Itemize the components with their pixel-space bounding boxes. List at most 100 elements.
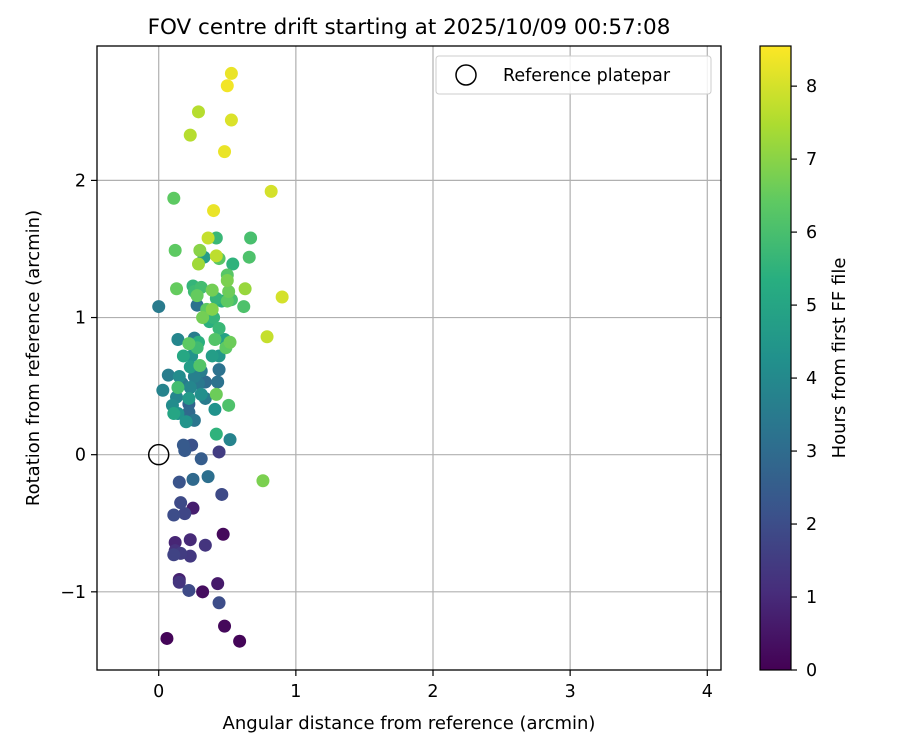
data-point [209, 387, 223, 401]
data-point [170, 282, 184, 296]
legend-box [435, 55, 712, 95]
data-point [223, 433, 237, 447]
y-tick-label: 1 [75, 309, 86, 329]
data-point [160, 631, 174, 645]
y-axis-ticks: −1 0 1 2 [60, 171, 97, 603]
data-point [233, 634, 247, 648]
data-point [212, 445, 226, 459]
data-point [183, 360, 197, 374]
colorbar-ticks: 0 1 2 3 4 5 6 7 8 [791, 77, 817, 681]
data-point [220, 274, 234, 288]
data-point [264, 184, 278, 198]
data-point [191, 105, 205, 119]
data-point [211, 577, 225, 591]
colorbar-tick-label: 1 [806, 588, 817, 608]
y-axis-label: Rotation from reference (arcmin) [23, 210, 44, 506]
data-point [260, 330, 274, 344]
data-point [172, 370, 186, 384]
data-point [218, 619, 232, 633]
data-point [212, 596, 226, 610]
data-point [182, 391, 196, 405]
colorbar-tick-label: 3 [806, 442, 817, 462]
data-point [220, 79, 234, 93]
data-point [196, 311, 210, 325]
data-point [205, 349, 219, 363]
data-point [215, 487, 229, 501]
x-tick-label: 4 [702, 682, 713, 702]
legend-marker-reference [455, 64, 477, 86]
x-tick-label: 2 [427, 682, 438, 702]
data-point [205, 283, 219, 297]
data-point [183, 533, 197, 547]
data-point [183, 128, 197, 142]
data-point [191, 257, 205, 271]
data-point [172, 475, 186, 489]
data-point [275, 290, 289, 304]
colorbar-tick-label: 8 [806, 77, 817, 97]
colorbar-tick-label: 6 [806, 223, 817, 243]
data-point [183, 380, 197, 394]
data-point [208, 402, 222, 416]
data-point [167, 407, 181, 421]
data-point [171, 380, 185, 394]
data-point [222, 398, 236, 412]
data-point [156, 383, 170, 397]
legend: Reference platepar [435, 55, 712, 95]
x-axis-label: Angular distance from reference (arcmin) [223, 713, 596, 734]
data-point [161, 368, 175, 382]
colorbar-tick-label: 4 [806, 369, 817, 389]
data-point [218, 145, 232, 159]
data-point [224, 113, 238, 127]
data-point [237, 300, 251, 314]
data-point [194, 387, 208, 401]
data-point [224, 66, 238, 80]
data-point [201, 231, 215, 245]
data-point [212, 363, 226, 377]
data-point [198, 538, 212, 552]
data-point [174, 496, 188, 510]
data-point [194, 452, 208, 466]
data-point [182, 583, 196, 597]
data-point [205, 302, 219, 316]
reference-platepar-marker [147, 443, 170, 466]
data-point [209, 427, 223, 441]
data-point [167, 191, 181, 205]
data-point [216, 527, 230, 541]
data-point [209, 249, 223, 263]
colorbar-tick-label: 7 [806, 150, 817, 170]
data-point [207, 204, 221, 218]
data-point [171, 332, 185, 346]
colorbar-label: Hours from first FF file [829, 258, 850, 459]
legend-label-reference: Reference platepar [503, 66, 671, 86]
data-point [168, 243, 182, 257]
colorbar-tick-label: 0 [806, 661, 817, 681]
data-point [244, 231, 258, 245]
data-point [242, 250, 256, 264]
x-tick-label: 0 [153, 682, 164, 702]
data-point [167, 508, 181, 522]
data-point [179, 415, 193, 429]
data-point [238, 282, 252, 296]
data-point [167, 548, 181, 562]
chart-title: FOV centre drift starting at 2025/10/09 … [148, 15, 671, 40]
data-point [201, 470, 215, 484]
data-point [212, 322, 226, 336]
data-point [211, 375, 225, 389]
data-point [176, 438, 190, 452]
data-point [222, 284, 236, 298]
y-tick-label: 2 [75, 171, 86, 191]
data-point [223, 335, 237, 349]
x-tick-label: 3 [565, 682, 576, 702]
data-point [193, 359, 207, 373]
data-point [176, 349, 190, 363]
data-point [186, 472, 200, 486]
data-point [178, 507, 192, 521]
data-point [226, 257, 240, 271]
colorbar [759, 45, 792, 671]
data-point [172, 575, 186, 589]
x-tick-label: 1 [290, 682, 301, 702]
points-layer [147, 66, 289, 648]
data-point [220, 294, 234, 308]
